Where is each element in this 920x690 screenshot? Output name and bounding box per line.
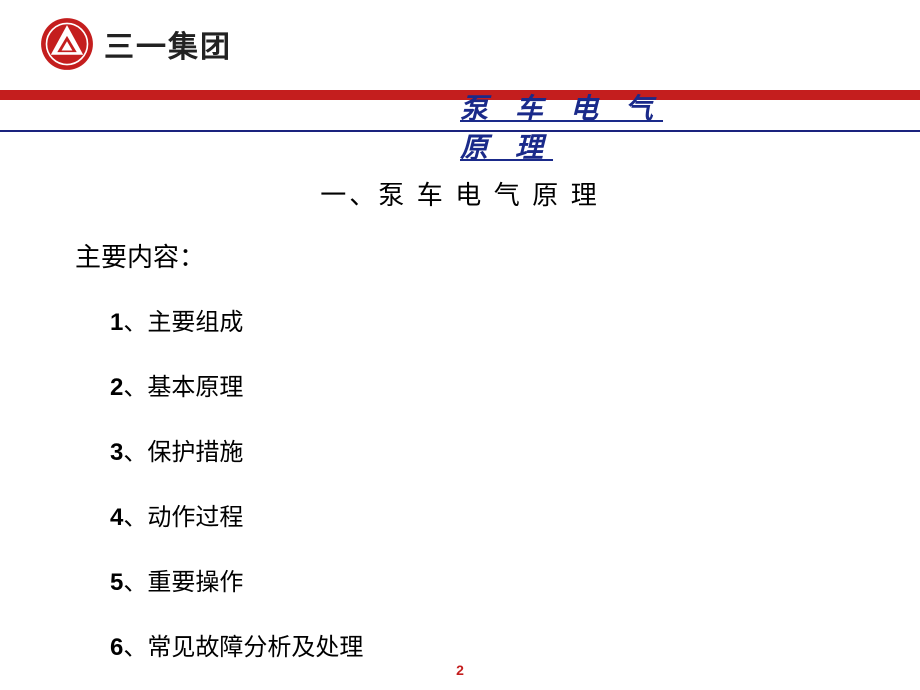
list-item: 6、常见故障分析及处理 xyxy=(75,627,920,662)
item-number: 2 xyxy=(110,374,123,401)
page-number: 2 xyxy=(0,662,920,678)
item-text: 、重要操作 xyxy=(123,570,243,596)
item-number: 4 xyxy=(110,504,123,531)
content-area: 主要内容： 1、主要组成 2、基本原理 3、保护措施 4、动作过程 5、重要操作… xyxy=(0,212,920,662)
item-text: 、动作过程 xyxy=(123,505,243,531)
slide-title: 泵 车 电 气 原 理 xyxy=(460,90,710,168)
header: 三一集团 xyxy=(0,0,920,70)
list-item: 4、动作过程 xyxy=(75,497,920,532)
item-number: 1 xyxy=(110,309,123,336)
list-item: 3、保护措施 xyxy=(75,432,920,467)
item-text: 、保护措施 xyxy=(123,440,243,466)
list-item: 1、主要组成 xyxy=(75,302,920,337)
company-logo-icon xyxy=(40,17,94,71)
item-text: 、主要组成 xyxy=(123,310,243,336)
list-item: 2、基本原理 xyxy=(75,367,920,402)
item-text: 、基本原理 xyxy=(123,375,243,401)
company-name: 三一集团 xyxy=(104,22,232,66)
section-title: 一、泵 车 电 气 原 理 xyxy=(0,175,920,212)
main-content-label: 主要内容： xyxy=(75,237,920,274)
list-item: 5、重要操作 xyxy=(75,562,920,597)
item-number: 3 xyxy=(110,439,123,466)
item-number: 5 xyxy=(110,569,123,596)
item-number: 6 xyxy=(110,634,123,661)
item-text: 、常见故障分析及处理 xyxy=(123,635,363,661)
